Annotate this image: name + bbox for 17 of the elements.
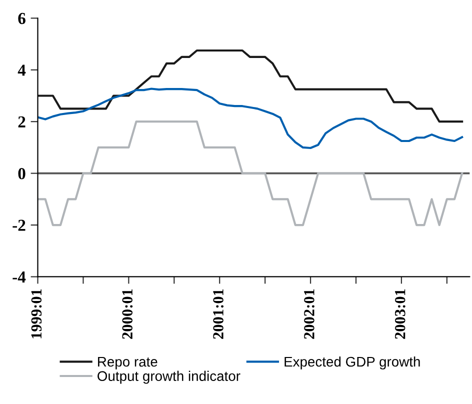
legend-label: Output growth indicator xyxy=(98,370,240,384)
y-tick-label: 0 xyxy=(18,168,26,180)
x-tick-label: 2000:01 xyxy=(122,289,133,339)
y-tick-label: 4 xyxy=(18,64,26,76)
y-tick-label: 6 xyxy=(18,12,26,24)
legend-label: Expected GDP growth xyxy=(284,356,420,370)
legend-label: Repo rate xyxy=(98,356,158,370)
x-tick-label: 2001:01 xyxy=(213,289,224,339)
y-tick-label: -2 xyxy=(12,220,26,231)
line-series xyxy=(38,120,464,226)
y-tick-label: 2 xyxy=(18,116,26,128)
line-series xyxy=(38,49,464,123)
y-tick-label: -4 xyxy=(12,272,26,283)
line-series xyxy=(38,88,464,150)
x-tick-label: 1999:01 xyxy=(31,289,42,338)
x-tick-label: 2003:01 xyxy=(394,289,406,339)
x-tick-label: 2002:01 xyxy=(304,289,314,339)
